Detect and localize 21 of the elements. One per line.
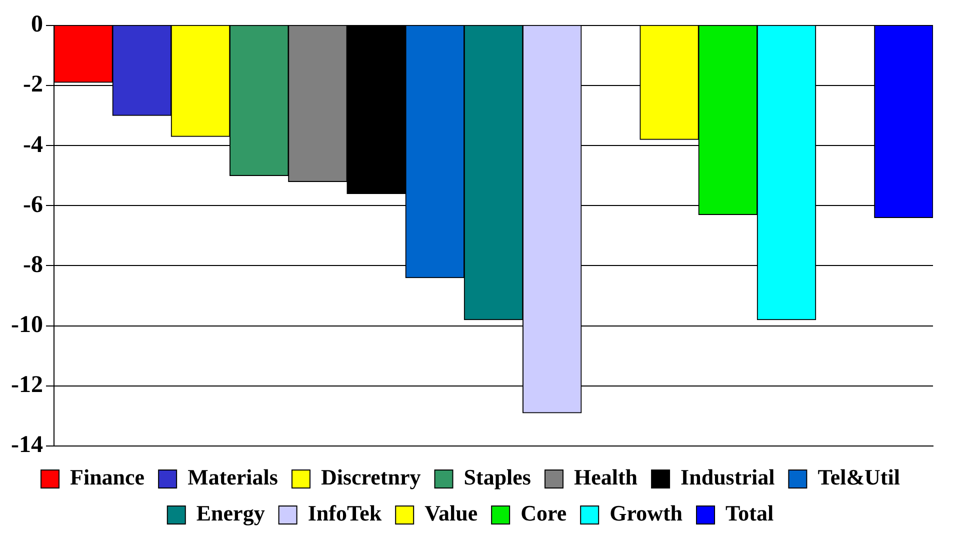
legend-label: Tel&Util	[818, 464, 900, 490]
y-tick-label: -2	[22, 72, 43, 98]
y-tick-label: -6	[22, 192, 43, 218]
y-tick-label: -10	[10, 312, 43, 338]
legend-label: Growth	[610, 500, 683, 526]
legend-label: Finance	[70, 464, 145, 490]
y-tick-label: 0	[30, 12, 43, 38]
y-tick-label: -14	[10, 432, 43, 458]
y-tick-label: -4	[22, 132, 43, 158]
y-tick-label: -8	[22, 252, 43, 278]
legend-label: Discretnry	[320, 464, 421, 490]
legend-label: Materials	[188, 464, 278, 490]
y-tick-label: -12	[10, 372, 43, 398]
legend-label: Health	[574, 464, 638, 490]
legend-label: Total	[726, 500, 774, 526]
legend-label: Core	[520, 500, 567, 526]
legend-label: Energy	[196, 500, 265, 526]
legend-label: Industrial	[680, 464, 775, 490]
legend-label: Staples	[464, 464, 532, 490]
legend-label: Value	[424, 500, 478, 526]
legend-label: InfoTek	[308, 500, 382, 526]
